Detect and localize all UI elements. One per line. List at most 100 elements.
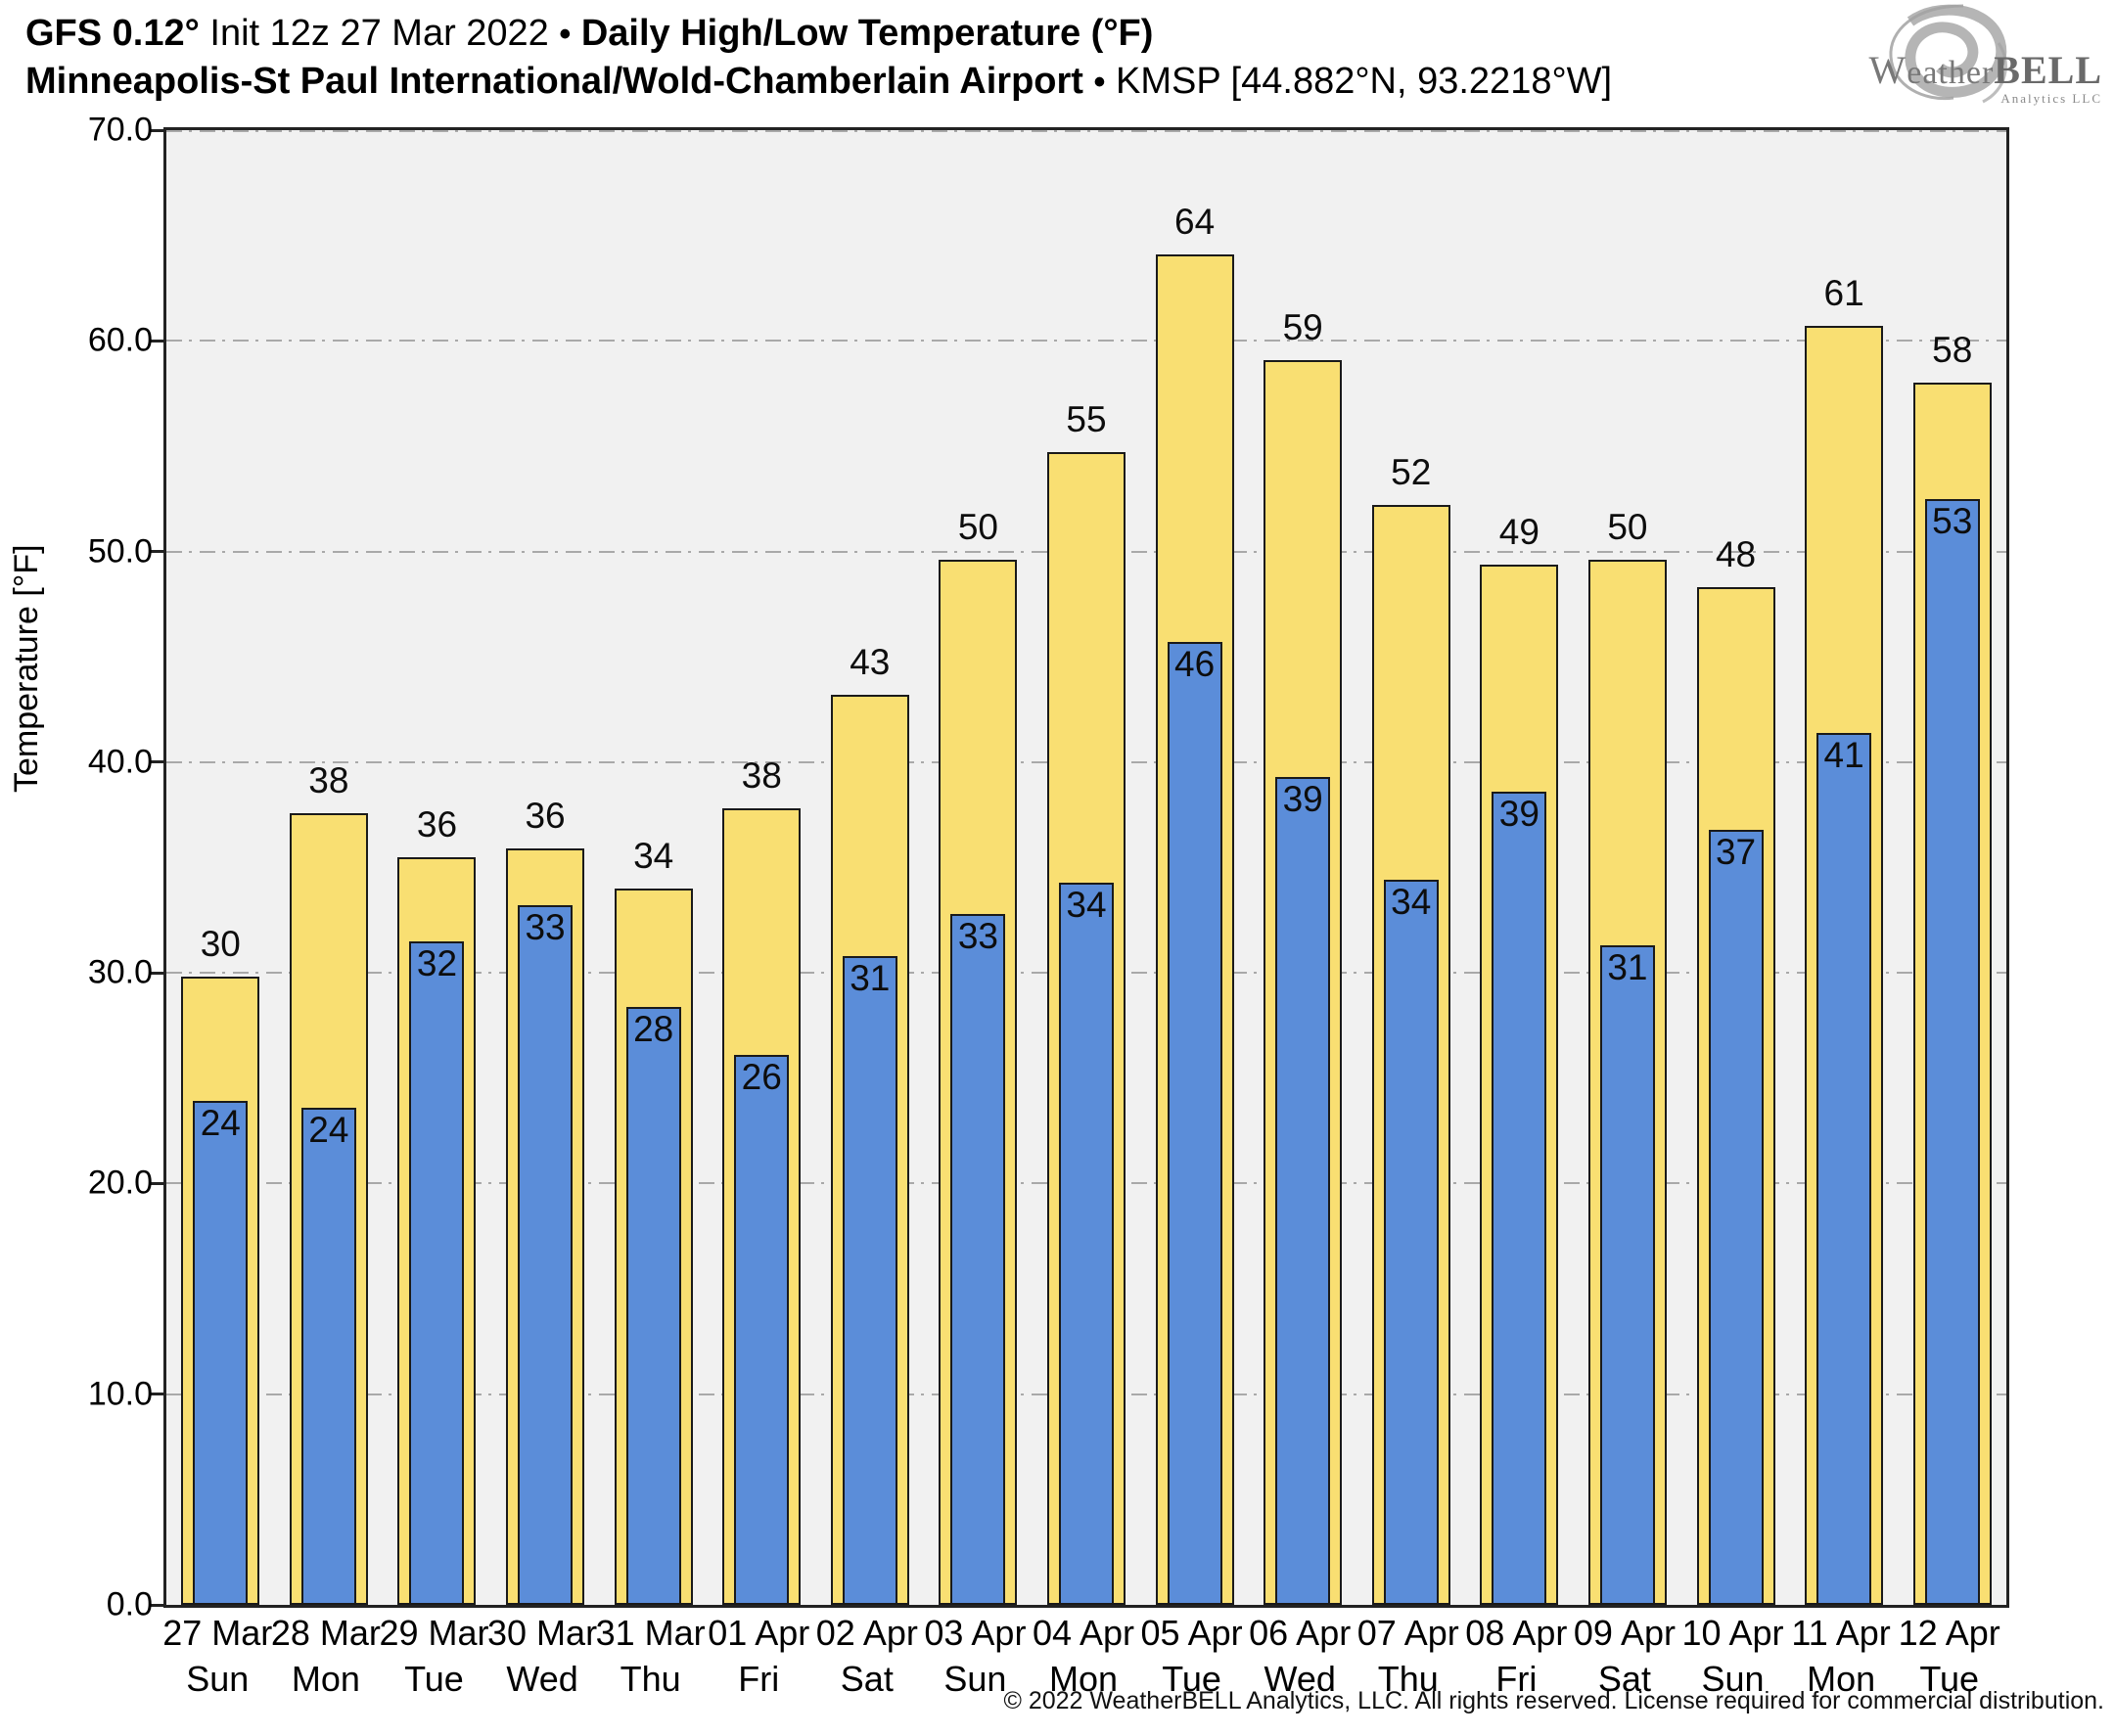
y-tick-mark xyxy=(150,339,163,343)
chart-title-line2: Minneapolis-St Paul International/Wold-C… xyxy=(25,58,1612,106)
high-value-label: 30 xyxy=(200,924,241,965)
high-value-label: 49 xyxy=(1498,511,1540,552)
x-label-day: Sun xyxy=(943,1659,1007,1699)
x-axis-label: 11 Apr Mon xyxy=(1763,1610,1919,1702)
high-value-label: 58 xyxy=(1932,330,1973,371)
y-tick-mark xyxy=(150,1181,163,1185)
low-bar xyxy=(842,955,897,1605)
low-value-label: 32 xyxy=(416,942,458,983)
high-value-label: 36 xyxy=(525,796,566,837)
station-coordinates: KMSP [44.882°N, 93.2218°W] xyxy=(1105,61,1613,102)
y-tick-mark xyxy=(150,971,163,975)
x-label-day: Sat xyxy=(1597,1659,1651,1699)
x-label-date: 04 Apr xyxy=(1032,1613,1135,1653)
x-axis-label: 06 Apr Wed xyxy=(1221,1610,1378,1702)
y-tick-mark xyxy=(150,550,163,554)
high-value-label: 38 xyxy=(308,759,349,800)
low-value-label: 46 xyxy=(1174,644,1216,685)
logo-bell: BELL xyxy=(1994,48,2102,92)
low-bar xyxy=(1816,732,1872,1605)
bullet-separator: • xyxy=(559,16,572,53)
x-axis-label: 09 Apr Sat xyxy=(1546,1610,1703,1702)
model-name: GFS 0.12° xyxy=(25,13,200,54)
bullet-separator: • xyxy=(1093,64,1106,101)
low-value-label: 31 xyxy=(1607,947,1648,988)
x-label-date: 06 Apr xyxy=(1249,1613,1352,1653)
high-value-label: 61 xyxy=(1823,273,1864,314)
x-axis-label: 05 Apr Tue xyxy=(1114,1610,1270,1702)
x-label-date: 29 Mar xyxy=(379,1613,489,1653)
y-tick-mark xyxy=(150,128,163,132)
x-label-date: 08 Apr xyxy=(1465,1613,1568,1653)
high-value-label: 43 xyxy=(850,641,891,682)
header: GFS 0.12° Init 12z 27 Mar 2022 • Daily H… xyxy=(25,10,1612,106)
x-axis-label: 27 Mar Sun xyxy=(139,1610,296,1702)
x-axis-label: 30 Mar Wed xyxy=(464,1610,620,1702)
x-label-day: Mon xyxy=(291,1659,360,1699)
logo-eather: eather xyxy=(1907,55,1995,91)
x-label-day: Sun xyxy=(1701,1659,1765,1699)
x-label-date: 27 Mar xyxy=(162,1613,273,1653)
x-label-day: Tue xyxy=(1919,1659,1980,1699)
y-tick-label: 10.0 xyxy=(87,1375,153,1413)
low-value-label: 53 xyxy=(1932,500,1973,541)
hurricane-swirl-icon xyxy=(1889,4,2007,104)
low-value-label: 33 xyxy=(957,915,998,956)
low-bar xyxy=(1059,882,1114,1605)
x-label-day: Tue xyxy=(404,1659,464,1699)
x-label-date: 28 Mar xyxy=(270,1613,381,1653)
low-value-label: 34 xyxy=(1391,882,1432,923)
x-label-day: Mon xyxy=(1048,1659,1119,1699)
low-bar xyxy=(1492,792,1547,1605)
high-value-label: 34 xyxy=(633,836,674,877)
low-bar xyxy=(409,940,465,1605)
high-value-label: 50 xyxy=(957,507,998,548)
station-name: Minneapolis-St Paul International/Wold-C… xyxy=(25,61,1094,102)
x-label-date: 02 Apr xyxy=(815,1613,918,1653)
low-value-label: 24 xyxy=(200,1103,241,1144)
low-bar xyxy=(1383,880,1439,1605)
low-value-label: 39 xyxy=(1498,793,1540,834)
init-time: Init 12z 27 Mar 2022 xyxy=(199,13,560,54)
x-label-day: Wed xyxy=(1264,1659,1336,1699)
y-tick-label: 0.0 xyxy=(106,1585,153,1623)
y-gridline xyxy=(166,340,2006,343)
x-axis-label: 01 Apr Fri xyxy=(680,1610,837,1702)
high-value-label: 50 xyxy=(1607,507,1648,548)
x-label-day: Thu xyxy=(620,1659,681,1699)
low-value-label: 26 xyxy=(741,1057,782,1098)
low-value-label: 41 xyxy=(1823,734,1864,775)
logo-text: WeatherBELL Analytics LLC xyxy=(1868,47,2102,107)
x-label-day: Sun xyxy=(186,1659,250,1699)
low-value-label: 34 xyxy=(1066,884,1107,925)
logo-w: W xyxy=(1868,48,1907,92)
x-label-day: Tue xyxy=(1162,1659,1221,1699)
x-axis-label: 03 Apr Sun xyxy=(896,1610,1053,1702)
x-label-day: Mon xyxy=(1807,1659,1876,1699)
y-tick-label: 60.0 xyxy=(87,321,153,359)
x-label-date: 11 Apr xyxy=(1791,1613,1891,1653)
y-tick-label: 30.0 xyxy=(87,953,153,991)
y-tick-mark xyxy=(150,760,163,764)
low-bar xyxy=(193,1101,249,1605)
low-value-label: 33 xyxy=(525,907,566,948)
x-axis-label: 07 Apr Thu xyxy=(1330,1610,1487,1702)
x-label-date: 05 Apr xyxy=(1140,1613,1243,1653)
high-value-label: 36 xyxy=(416,803,458,845)
low-value-label: 24 xyxy=(308,1109,349,1150)
y-tick-label: 50.0 xyxy=(87,532,153,571)
x-axis-label: 12 Apr Tue xyxy=(1871,1610,2028,1702)
product-name: Daily High/Low Temperature (°F) xyxy=(571,13,1154,54)
low-bar xyxy=(300,1107,356,1605)
copyright-text: © 2022 WeatherBELL Analytics, LLC. All r… xyxy=(1003,1687,2104,1714)
y-gridline xyxy=(166,130,2006,132)
weatherbell-logo: WeatherBELL Analytics LLC xyxy=(1868,0,2106,110)
x-axis-label: 28 Mar Mon xyxy=(248,1610,404,1702)
x-label-date: 10 Apr xyxy=(1681,1613,1784,1653)
x-label-date: 12 Apr xyxy=(1898,1613,2000,1653)
high-value-label: 48 xyxy=(1715,534,1757,575)
logo-subtitle: Analytics LLC xyxy=(2000,91,2102,106)
x-label-date: 30 Mar xyxy=(487,1613,598,1653)
y-tick-mark xyxy=(150,1603,163,1607)
x-label-date: 03 Apr xyxy=(924,1613,1027,1653)
